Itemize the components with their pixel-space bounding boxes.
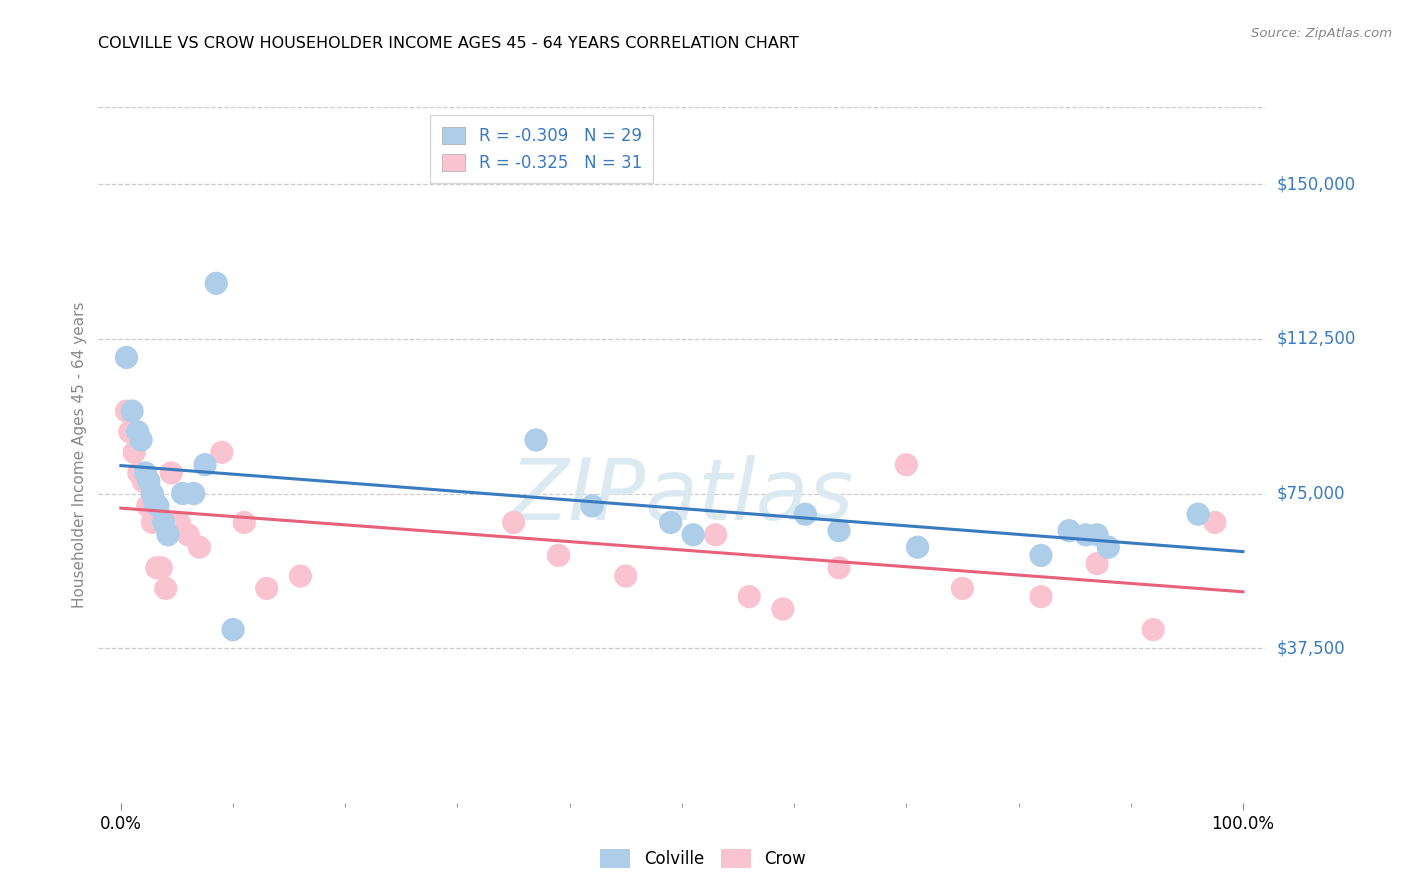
Point [118,425,141,439]
Point [1074,528,1097,542]
Point [952,582,974,596]
Point [172,486,194,500]
Point [907,540,929,554]
Point [128,466,150,480]
Point [704,528,727,542]
Point [136,499,159,513]
Text: $75,000: $75,000 [1277,484,1346,502]
Point [828,561,851,575]
Point [115,404,138,418]
Point [256,582,278,596]
Point [1029,549,1052,563]
Point [143,495,166,509]
Point [828,524,851,538]
Text: $112,500: $112,500 [1277,330,1355,348]
Point [1057,524,1080,538]
Point [129,433,152,447]
Point [581,499,603,513]
Point [115,351,138,365]
Legend: Colville, Crow: Colville, Crow [593,842,813,875]
Point [233,516,256,530]
Point [141,516,163,530]
Point [167,516,190,530]
Point [132,474,155,488]
Point [1029,590,1052,604]
Point [146,499,169,513]
Point [141,486,163,500]
Point [155,582,177,596]
Point [222,623,245,637]
Point [188,540,211,554]
Point [1085,528,1108,542]
Text: COLVILLE VS CROW HOUSEHOLDER INCOME AGES 45 - 64 YEARS CORRELATION CHART: COLVILLE VS CROW HOUSEHOLDER INCOME AGES… [98,36,799,51]
Point [1097,540,1119,554]
Point [177,528,200,542]
Text: $150,000: $150,000 [1277,176,1355,194]
Legend: R = -0.309   N = 29, R = -0.325   N = 31: R = -0.309 N = 29, R = -0.325 N = 31 [430,115,654,184]
Point [524,433,547,447]
Point [124,445,146,459]
Point [1187,507,1209,521]
Point [127,425,149,439]
Point [135,466,157,480]
Point [896,458,918,472]
Point [659,516,682,530]
Point [194,458,217,472]
Point [682,528,704,542]
Point [794,507,817,521]
Point [156,528,179,542]
Point [614,569,637,583]
Point [502,516,524,530]
Point [547,549,569,563]
Y-axis label: Householder Income Ages 45 - 64 years: Householder Income Ages 45 - 64 years [72,301,87,608]
Point [211,445,233,459]
Point [772,602,794,616]
Text: $37,500: $37,500 [1277,640,1346,657]
Point [121,404,143,418]
Point [1085,557,1108,571]
Point [138,474,160,488]
Point [160,466,183,480]
Text: ZIPatlas: ZIPatlas [510,455,853,538]
Point [146,561,169,575]
Point [290,569,312,583]
Point [152,516,174,530]
Point [1204,516,1226,530]
Point [205,277,228,291]
Point [183,486,205,500]
Text: Source: ZipAtlas.com: Source: ZipAtlas.com [1251,27,1392,40]
Point [150,561,173,575]
Point [738,590,761,604]
Point [1142,623,1164,637]
